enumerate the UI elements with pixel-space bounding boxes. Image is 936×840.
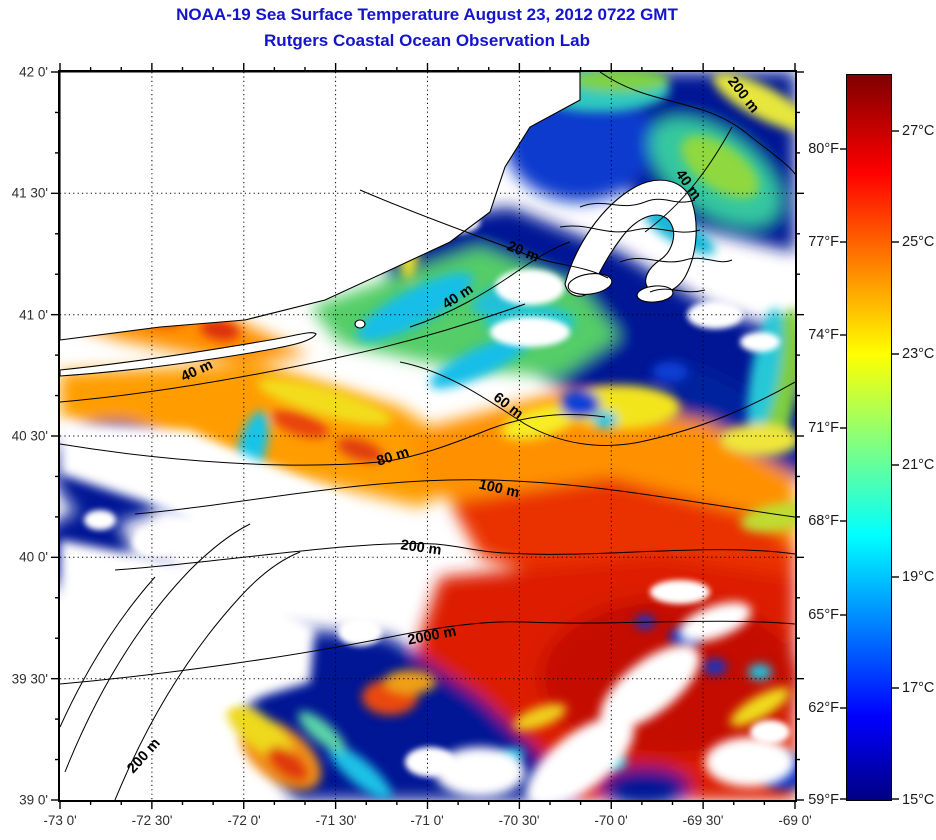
fahrenheit-label: 59°F [808,792,839,808]
map-area: 200 m 40 m 20 m 40 m 40 m 60 m 80 m 100 … [58,70,797,802]
depth-contours [60,72,795,800]
lat-tick-label: 39 0' [19,792,48,808]
nantucket-island [636,285,674,303]
fahrenheit-label: 71°F [808,420,839,436]
celsius-label: 25°C [902,234,935,250]
contour-label-200m-center: 200 m [400,537,443,559]
fahrenheit-label: 65°F [808,607,839,623]
lon-tick-label: -70 0' [594,813,628,828]
lon-tick-label: -71 30' [315,813,357,828]
sst-map-image: 200 m 40 m 20 m 40 m 40 m 60 m 80 m 100 … [60,72,795,800]
figure-title: NOAA-19 Sea Surface Temperature August 2… [176,5,678,24]
celsius-label: 17°C [902,680,935,696]
lon-tick-label: -69 0' [778,813,812,828]
landmasses [60,72,697,377]
temperature-colorbar [846,74,892,801]
lat-tick-label: 41 0' [19,307,48,323]
lon-tick-label: -69 30' [682,813,724,828]
cloud-masks [60,210,795,800]
lat-tick-label: 39 30' [11,671,48,687]
celsius-label: 19°C [902,569,935,585]
figure-subtitle: Rutgers Coastal Ocean Observation Lab [264,31,590,50]
lat-tick-label: 41 30' [11,185,48,201]
lon-tick-label: -70 30' [498,813,540,828]
sst-color-fields [60,72,795,800]
long-island-coastline [60,332,317,377]
lon-tick-label: -73 0' [43,813,77,828]
new-england-coastline [60,72,581,341]
celsius-label: 21°C [902,457,935,473]
fahrenheit-label: 74°F [808,327,839,343]
fahrenheit-label: 80°F [808,141,839,157]
lon-tick-label: -72 0' [227,813,261,828]
fahrenheit-label: 62°F [808,700,839,716]
fahrenheit-label: 68°F [808,513,839,529]
celsius-label: 23°C [902,346,935,362]
lon-tick-label: -71 0' [410,813,444,828]
celsius-label: 15°C [902,792,935,808]
fahrenheit-label: 77°F [808,234,839,250]
graticule-grid [60,72,795,800]
block-island [354,319,366,329]
lon-tick-label: -72 30' [131,813,173,828]
celsius-label: 27°C [902,123,935,139]
marthas-vineyard [567,273,613,295]
lat-tick-label: 40 30' [11,428,48,444]
lat-tick-label: 42 0' [19,64,48,80]
cape-cod-coastline [564,179,697,297]
lat-tick-label: 40 0' [19,549,48,565]
